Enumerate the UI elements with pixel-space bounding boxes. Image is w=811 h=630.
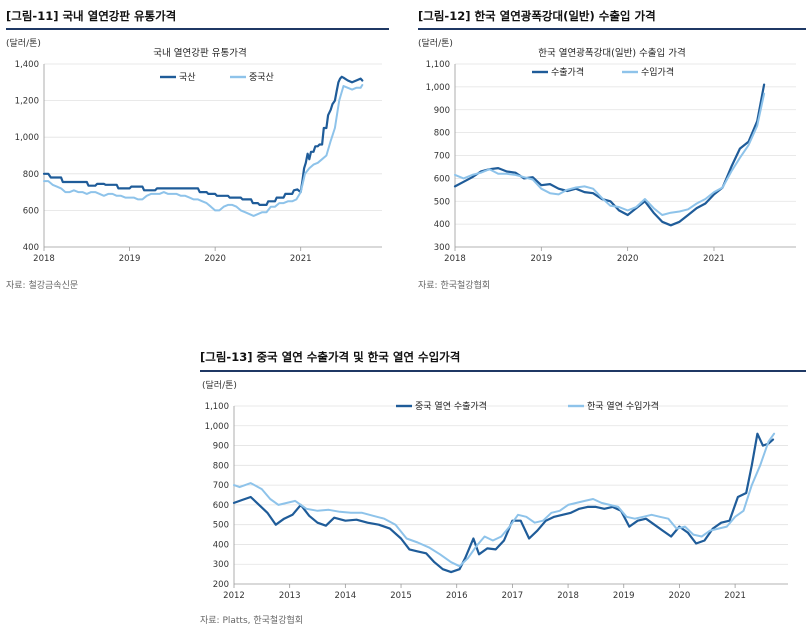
y-tick-label: 300 [213, 560, 229, 570]
y-tick-label: 1,100 [426, 60, 450, 70]
legend-item-2: 수입가격 [622, 66, 674, 78]
legend-item-1: 국산 [160, 72, 196, 83]
x-tick-label: 2021 [724, 591, 746, 601]
legend-item-2: 중국산 [230, 72, 274, 83]
figure-12-rule [418, 28, 806, 30]
y-tick-label: 1,200 [15, 97, 39, 107]
y-tick-label: 400 [434, 220, 450, 230]
y-tick-label: 700 [434, 152, 450, 162]
x-tick-label: 2014 [335, 591, 357, 601]
legend-label: 수입가격 [641, 66, 674, 78]
legend-label: 중국산 [249, 72, 274, 83]
figure-13-title: [그림-13] 중국 열연 수출가격 및 한국 열연 수입가격 [200, 350, 461, 364]
legend-label: 국산 [179, 72, 196, 83]
series-line-2 [43, 84, 364, 217]
y-tick-label: 600 [23, 206, 39, 216]
x-tick-label: 2016 [446, 591, 468, 601]
legend-label: 중국 열연 수출가격 [415, 400, 487, 412]
y-tick-label: 400 [23, 243, 39, 253]
unit-label: (달러/톤) [6, 37, 41, 49]
x-tick-label: 2012 [223, 591, 245, 601]
y-tick-label: 600 [213, 501, 229, 511]
x-tick-label: 2021 [703, 254, 725, 264]
unit-label: (달러/톤) [202, 379, 237, 391]
x-tick-label: 2018 [557, 591, 579, 601]
unit-label: (달러/톤) [418, 37, 453, 49]
legend-item-2: 한국 열연 수입가격 [568, 400, 659, 412]
x-tick-label: 2020 [617, 254, 639, 264]
y-tick-label: 1,000 [426, 83, 450, 93]
y-tick-label: 1,400 [15, 60, 39, 70]
y-tick-label: 700 [213, 481, 229, 491]
x-tick-label: 2015 [390, 591, 412, 601]
y-tick-label: 200 [213, 580, 229, 590]
y-tick-label: 800 [23, 170, 39, 180]
y-tick-label: 500 [434, 197, 450, 207]
legend-item-1: 중국 열연 수출가격 [396, 400, 487, 412]
series-line-1 [42, 75, 364, 206]
x-tick-label: 2020 [669, 591, 691, 601]
series-line-2 [454, 92, 766, 216]
x-tick-label: 2019 [613, 591, 635, 601]
series-line-1 [453, 83, 766, 227]
y-tick-label: 600 [434, 174, 450, 184]
figure-11-rule [6, 28, 389, 30]
y-tick-label: 800 [434, 129, 450, 139]
figure-11-source: 자료: 철강금속신문 [6, 281, 79, 291]
x-tick-label: 2019 [531, 254, 553, 264]
y-tick-label: 1,000 [205, 422, 229, 432]
chart-1: (달러/톤) 국내 열연강판 유통가격 400 600 800 1,000 1,200 1,4… [6, 37, 382, 264]
y-tick-label: 400 [213, 540, 229, 550]
x-tick-label: 2019 [119, 254, 141, 264]
chart-2: (달러/톤) 한국 열연광폭강대(일반) 수출입 가격 300 400 500 600 70… [418, 37, 796, 264]
y-tick-label: 900 [434, 106, 450, 116]
legend-item-1: 수출가격 [532, 66, 584, 78]
x-tick-label: 2021 [290, 254, 312, 264]
x-tick-label: 2013 [279, 591, 301, 601]
figure-13-source: 자료: Platts, 한국철강협회 [200, 616, 304, 626]
x-tick-label: 2017 [502, 591, 524, 601]
y-tick-label: 1,000 [15, 133, 39, 143]
figure-13-rule [200, 370, 806, 372]
series-line-1 [232, 432, 775, 574]
y-tick-label: 500 [213, 521, 229, 531]
figure-12-title: [그림-12] 한국 열연광폭강대(일반) 수출입 가격 [418, 9, 656, 23]
y-tick-label: 900 [213, 442, 229, 452]
legend-label: 수출가격 [551, 66, 584, 78]
figure-12-source: 자료: 한국철강협회 [418, 281, 491, 291]
x-tick-label: 2018 [33, 254, 55, 264]
y-tick-label: 1,100 [205, 402, 229, 412]
chart-title: 국내 열연강판 유통가격 [153, 47, 246, 59]
chart-3: (달러/톤) 200 300 400 500 600 700 800 900 1,000 1,100… [202, 379, 788, 601]
y-tick-label: 800 [213, 461, 229, 471]
y-tick-label: 300 [434, 243, 450, 253]
legend-label: 한국 열연 수입가격 [587, 400, 659, 412]
x-tick-label: 2020 [204, 254, 226, 264]
chart-title: 한국 열연광폭강대(일반) 수출입 가격 [538, 47, 686, 59]
figure-11-title: [그림-11] 국내 열연강판 유통가격 [6, 9, 177, 23]
x-tick-label: 2018 [444, 254, 466, 264]
series-line-2 [233, 432, 776, 568]
